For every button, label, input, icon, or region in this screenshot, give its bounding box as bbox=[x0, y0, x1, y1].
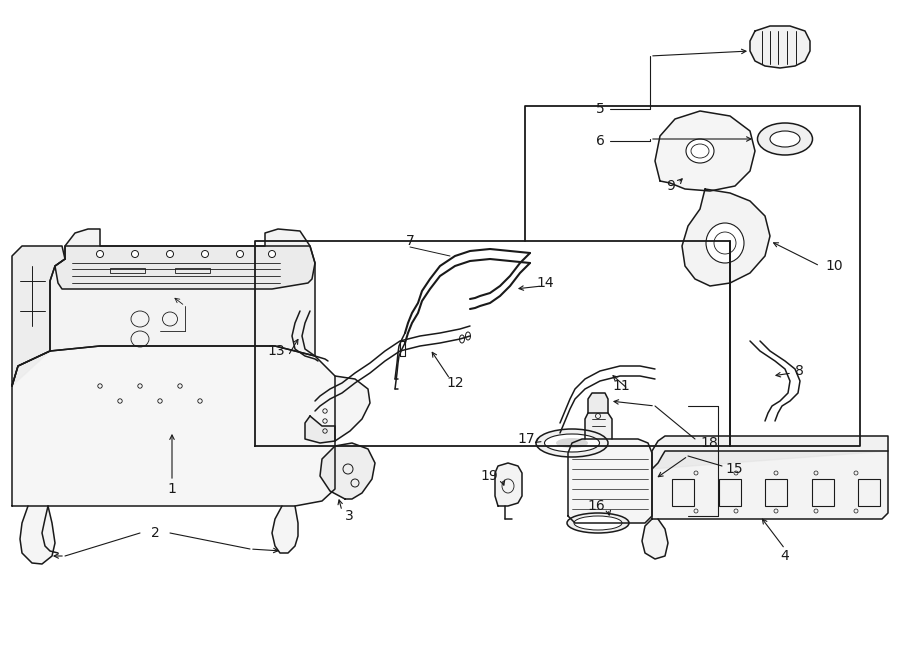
Polygon shape bbox=[320, 443, 375, 499]
Bar bbox=[765, 479, 787, 506]
Ellipse shape bbox=[465, 332, 471, 340]
Polygon shape bbox=[272, 506, 298, 553]
Ellipse shape bbox=[691, 144, 709, 158]
Circle shape bbox=[237, 251, 244, 258]
Text: 18: 18 bbox=[700, 436, 718, 450]
Bar bbox=[858, 479, 880, 506]
Polygon shape bbox=[335, 376, 370, 441]
Bar bbox=[718, 479, 741, 506]
Ellipse shape bbox=[706, 223, 744, 263]
Polygon shape bbox=[588, 393, 608, 413]
Text: 10: 10 bbox=[825, 259, 842, 273]
Polygon shape bbox=[12, 229, 315, 386]
Polygon shape bbox=[568, 439, 652, 523]
Text: 13: 13 bbox=[267, 344, 285, 358]
Polygon shape bbox=[305, 416, 335, 443]
Text: 4: 4 bbox=[780, 549, 789, 563]
Ellipse shape bbox=[567, 513, 629, 533]
Polygon shape bbox=[750, 26, 810, 68]
Ellipse shape bbox=[686, 139, 714, 163]
Ellipse shape bbox=[460, 335, 464, 343]
Circle shape bbox=[96, 251, 104, 258]
Bar bbox=[175, 268, 210, 273]
Ellipse shape bbox=[574, 516, 622, 530]
Bar bbox=[812, 479, 833, 506]
Ellipse shape bbox=[770, 131, 800, 147]
Polygon shape bbox=[642, 519, 668, 559]
Ellipse shape bbox=[556, 438, 588, 448]
Ellipse shape bbox=[714, 232, 736, 254]
Circle shape bbox=[131, 251, 139, 258]
Polygon shape bbox=[55, 246, 315, 289]
Circle shape bbox=[166, 251, 174, 258]
Polygon shape bbox=[495, 463, 522, 506]
Polygon shape bbox=[12, 346, 335, 506]
Ellipse shape bbox=[544, 434, 599, 452]
Text: 8: 8 bbox=[795, 364, 804, 378]
Ellipse shape bbox=[536, 429, 608, 457]
Polygon shape bbox=[655, 111, 755, 191]
Text: 1: 1 bbox=[167, 482, 176, 496]
Polygon shape bbox=[682, 189, 770, 286]
Bar bbox=[110, 268, 145, 273]
Circle shape bbox=[202, 251, 209, 258]
Text: 2: 2 bbox=[150, 526, 159, 540]
Text: 12: 12 bbox=[446, 376, 464, 390]
Text: 14: 14 bbox=[536, 276, 554, 290]
Circle shape bbox=[268, 251, 275, 258]
Text: 7: 7 bbox=[406, 234, 414, 248]
Text: 11: 11 bbox=[612, 379, 630, 393]
Text: 5: 5 bbox=[596, 102, 605, 116]
Text: 16: 16 bbox=[587, 499, 605, 513]
Polygon shape bbox=[12, 246, 65, 386]
Text: 19: 19 bbox=[481, 469, 498, 483]
Polygon shape bbox=[652, 451, 888, 519]
Polygon shape bbox=[20, 506, 55, 564]
Ellipse shape bbox=[758, 123, 813, 155]
Text: 3: 3 bbox=[345, 509, 354, 523]
Text: 17: 17 bbox=[518, 432, 535, 446]
Bar bbox=[672, 479, 694, 506]
Text: 6: 6 bbox=[596, 134, 605, 148]
Polygon shape bbox=[585, 413, 612, 439]
Text: 15: 15 bbox=[725, 462, 742, 476]
Text: 9: 9 bbox=[666, 179, 675, 193]
Polygon shape bbox=[652, 436, 888, 469]
